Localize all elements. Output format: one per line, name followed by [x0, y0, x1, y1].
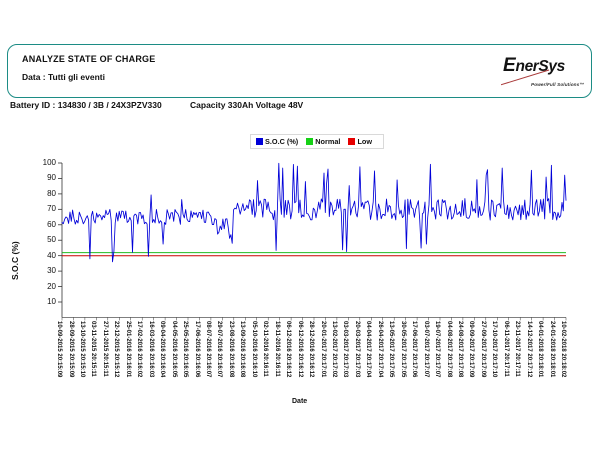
svg-text:Power/Full Solutions™: Power/Full Solutions™	[531, 82, 584, 87]
